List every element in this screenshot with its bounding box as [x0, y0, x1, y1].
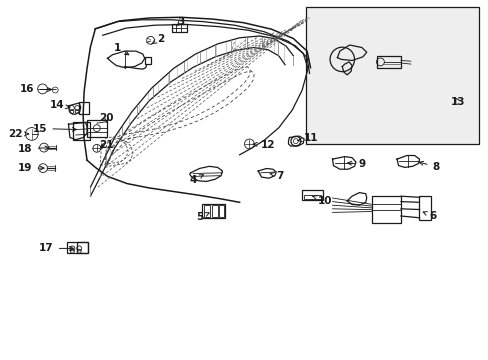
Text: 18: 18 [18, 144, 49, 154]
Text: 19: 19 [18, 163, 44, 173]
Text: 21: 21 [99, 140, 114, 150]
Text: 20: 20 [99, 113, 114, 123]
Bar [67, 242, 88, 253]
Text: 3: 3 [177, 17, 184, 27]
Bar [202, 204, 225, 218]
Text: 12: 12 [253, 140, 275, 150]
Text: 14: 14 [50, 100, 70, 111]
Bar [79, 102, 89, 114]
Text: 8: 8 [419, 161, 439, 172]
Bar [219, 205, 224, 217]
Bar [87, 120, 106, 137]
Text: 10: 10 [312, 195, 332, 206]
Text: 16: 16 [20, 84, 51, 94]
Bar [211, 205, 217, 217]
Text: 4: 4 [189, 175, 203, 185]
Bar [371, 196, 400, 223]
Text: 11: 11 [297, 133, 318, 143]
Text: 9: 9 [347, 159, 365, 169]
Bar [144, 57, 150, 64]
Bar [305, 7, 478, 144]
Bar [172, 24, 186, 32]
Text: 15: 15 [33, 123, 76, 134]
Bar [418, 196, 430, 220]
Bar [73, 122, 90, 140]
Text: 7: 7 [269, 171, 283, 181]
Text: 17: 17 [39, 243, 73, 253]
Bar [204, 205, 210, 217]
Text: 22: 22 [8, 129, 29, 139]
Bar [302, 190, 322, 200]
Text: 2: 2 [151, 33, 163, 44]
Text: 6: 6 [422, 211, 436, 221]
Bar [77, 242, 88, 253]
Text: 5: 5 [196, 212, 209, 222]
Bar [304, 195, 320, 199]
Text: 1: 1 [114, 42, 128, 55]
Bar [376, 56, 400, 68]
Text: 13: 13 [449, 96, 464, 107]
